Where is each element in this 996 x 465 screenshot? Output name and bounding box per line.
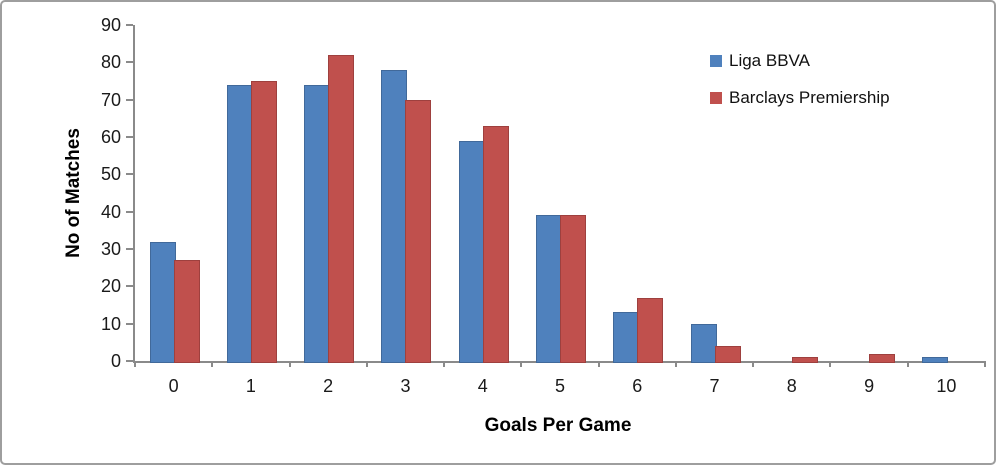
bar-liga-bbva-goals-0 — [149, 241, 176, 363]
x-axis-tick-label: 8 — [786, 376, 797, 396]
x-axis-tick — [597, 361, 600, 367]
y-axis-tick-label: 50 — [100, 164, 121, 185]
y-axis-tick — [126, 322, 133, 325]
x-axis-tick — [288, 361, 291, 367]
bar-barclays-premiership-goals-8 — [791, 357, 818, 363]
x-axis-tick — [906, 361, 909, 367]
bar-barclays-premiership-goals-9 — [869, 353, 896, 363]
legend-swatch-barclays-premiership — [710, 92, 722, 104]
y-axis-tick — [126, 61, 133, 64]
bar-liga-bbva-goals-2 — [304, 84, 331, 363]
x-axis-tick — [365, 361, 368, 367]
legend-item-barclays-premiership: Barclays Premiership — [710, 88, 890, 108]
bar-liga-bbva-goals-3 — [381, 69, 408, 363]
x-axis-tick — [674, 361, 677, 367]
y-axis-tick — [126, 173, 133, 176]
x-axis-tick-label: 10 — [936, 376, 957, 396]
x-axis-tick — [211, 361, 214, 367]
x-axis-tick-label: 6 — [632, 376, 643, 396]
y-axis-tick-label: 60 — [100, 127, 121, 147]
x-axis-tick-label: 5 — [554, 376, 565, 396]
legend-item-liga-bbva: Liga BBVA — [710, 51, 890, 71]
y-axis-tick-label: 80 — [100, 52, 121, 73]
bar-barclays-premiership-goals-0 — [173, 260, 200, 363]
bar-barclays-premiership-goals-1 — [250, 81, 277, 363]
x-axis-title: Goals Per Game — [484, 415, 632, 436]
y-axis-tick — [126, 210, 133, 213]
x-axis-tick-label: 4 — [477, 376, 488, 396]
y-axis-tick-label: 30 — [100, 239, 121, 259]
bar-liga-bbva-goals-4 — [458, 140, 485, 363]
bar-barclays-premiership-goals-4 — [482, 125, 509, 363]
bar-barclays-premiership-goals-5 — [560, 215, 586, 363]
y-axis-tick-label: 70 — [100, 89, 121, 110]
legend: Liga BBVA Barclays Premiership — [710, 51, 890, 108]
x-axis-tick — [984, 361, 986, 367]
y-axis-tick — [126, 24, 133, 26]
legend-label-liga-bbva: Liga BBVA — [729, 51, 810, 70]
x-axis-tick-label: 7 — [709, 376, 720, 396]
x-axis-tick-label: 3 — [400, 376, 411, 396]
x-axis-tick-label: 2 — [323, 376, 334, 396]
y-axis-tick — [126, 136, 133, 138]
bar-barclays-premiership-goals-2 — [328, 54, 355, 363]
x-axis-tick-label: 0 — [168, 376, 179, 396]
bar-barclays-premiership-goals-6 — [637, 297, 664, 363]
bar-barclays-premiership-goals-3 — [405, 99, 432, 363]
y-axis-tick — [126, 248, 133, 250]
x-axis-tick-label: 1 — [245, 376, 256, 396]
x-axis-tick — [443, 361, 446, 367]
bar-liga-bbva-goals-6 — [613, 312, 640, 363]
y-axis-tick — [126, 285, 133, 288]
y-axis-tick-label: 20 — [100, 276, 121, 297]
x-axis-tick — [752, 361, 755, 367]
y-axis-tick — [126, 360, 133, 362]
legend-label-barclays-premiership: Barclays Premiership — [729, 88, 890, 107]
bar-barclays-premiership-goals-7 — [714, 346, 741, 363]
bar-liga-bbva-goals-1 — [226, 84, 253, 363]
bar-liga-bbva-goals-5 — [536, 215, 562, 363]
bar-liga-bbva-goals-7 — [690, 323, 717, 363]
x-axis-tick-label: 9 — [864, 376, 875, 396]
y-axis-tick-label: 40 — [100, 201, 121, 222]
x-axis-tick — [829, 361, 832, 367]
y-axis-tick-label: 0 — [110, 351, 121, 371]
x-axis-tick — [134, 361, 136, 367]
y-axis-tick — [126, 98, 133, 101]
x-axis-tick — [520, 361, 523, 367]
plot-area: 0 10 20 30 40 50 60 70 80 90 0 1 2 3 4 5 6 7 8 9 10 — [101, 15, 986, 396]
bar-liga-bbva-goals-10 — [922, 357, 949, 363]
legend-swatch-liga-bbva — [710, 55, 722, 67]
y-axis-tick-label: 10 — [100, 313, 121, 334]
y-axis-tick-label: 90 — [100, 15, 121, 35]
